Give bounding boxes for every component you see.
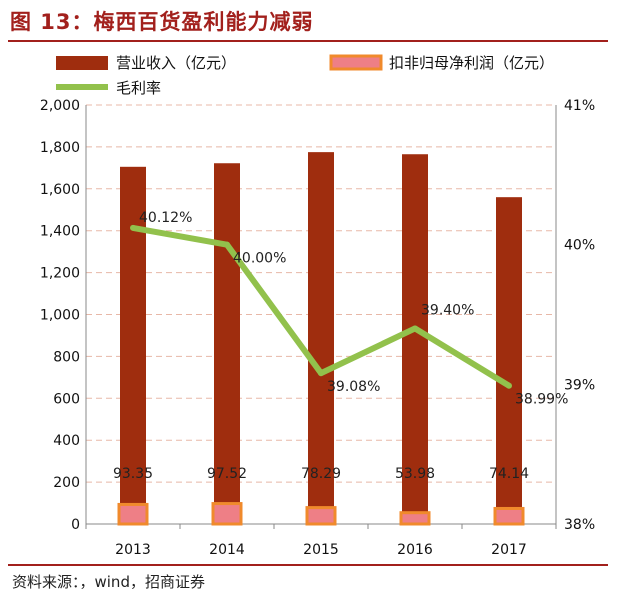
profit-data-label: 93.35 bbox=[113, 466, 153, 482]
profit-bar bbox=[211, 502, 243, 526]
profit-bar bbox=[305, 506, 337, 526]
x-tick-label: 2017 bbox=[491, 542, 527, 558]
x-tick-label: 2015 bbox=[303, 542, 339, 558]
revenue-bar bbox=[402, 154, 428, 525]
profit-data-label: 97.52 bbox=[207, 466, 247, 482]
margin-data-label: 39.40% bbox=[421, 302, 474, 318]
footer-rule bbox=[8, 564, 608, 566]
y-right-tick-label: 41% bbox=[564, 98, 595, 114]
y-left-tick-label: 800 bbox=[53, 349, 80, 365]
legend-label-profit: 扣非归母净利润（亿元） bbox=[389, 54, 554, 72]
y-left-tick-label: 1,400 bbox=[40, 224, 80, 240]
profit-data-label: 53.98 bbox=[395, 466, 435, 482]
profit-bar bbox=[117, 502, 149, 526]
profit-bar bbox=[399, 511, 431, 526]
y-left-tick-label: 400 bbox=[53, 433, 80, 449]
y-right-tick-label: 39% bbox=[564, 377, 595, 393]
legend-label-revenue: 营业收入（亿元） bbox=[116, 54, 236, 72]
legend-label-margin: 毛利率 bbox=[116, 79, 161, 97]
margin-point bbox=[506, 382, 512, 389]
profit-data-label: 78.29 bbox=[301, 466, 341, 482]
y-left-tick-label: 1,200 bbox=[40, 266, 80, 282]
margin-point bbox=[412, 325, 418, 332]
margin-data-label: 38.99% bbox=[515, 392, 568, 408]
margin-point bbox=[224, 241, 230, 248]
source-note: 资料来源：，wind，招商证券 bbox=[12, 573, 205, 591]
y-left-tick-label: 600 bbox=[53, 391, 80, 407]
margin-data-label: 40.12% bbox=[139, 210, 192, 226]
y-left-tick-label: 1,800 bbox=[40, 140, 80, 156]
y-left-tick-label: 2,000 bbox=[40, 98, 80, 114]
x-tick-label: 2014 bbox=[209, 542, 245, 558]
y-left-tick-label: 0 bbox=[71, 517, 80, 533]
legend-swatch-profit bbox=[329, 54, 383, 71]
y-right-tick-label: 40% bbox=[564, 238, 595, 254]
y-left-tick-label: 200 bbox=[53, 475, 80, 491]
chart-title: 图 13：梅西百货盈利能力减弱 bbox=[10, 10, 314, 34]
revenue-bar bbox=[308, 152, 334, 524]
revenue-bar bbox=[496, 197, 522, 524]
legend-swatch-revenue bbox=[56, 56, 108, 70]
revenue-bar bbox=[214, 163, 240, 524]
margin-point bbox=[130, 224, 136, 231]
margin-data-label: 39.08% bbox=[327, 379, 380, 395]
margin-point bbox=[318, 370, 324, 377]
y-left-tick-label: 1,600 bbox=[40, 182, 80, 198]
y-right-tick-label: 38% bbox=[564, 517, 595, 533]
x-tick-label: 2013 bbox=[115, 542, 151, 558]
title-rule bbox=[8, 40, 608, 42]
profit-bar bbox=[493, 506, 525, 526]
x-tick-label: 2016 bbox=[397, 542, 433, 558]
margin-data-label: 40.00% bbox=[233, 251, 286, 267]
y-left-tick-label: 1,000 bbox=[40, 308, 80, 324]
profit-data-label: 74.14 bbox=[489, 466, 529, 482]
